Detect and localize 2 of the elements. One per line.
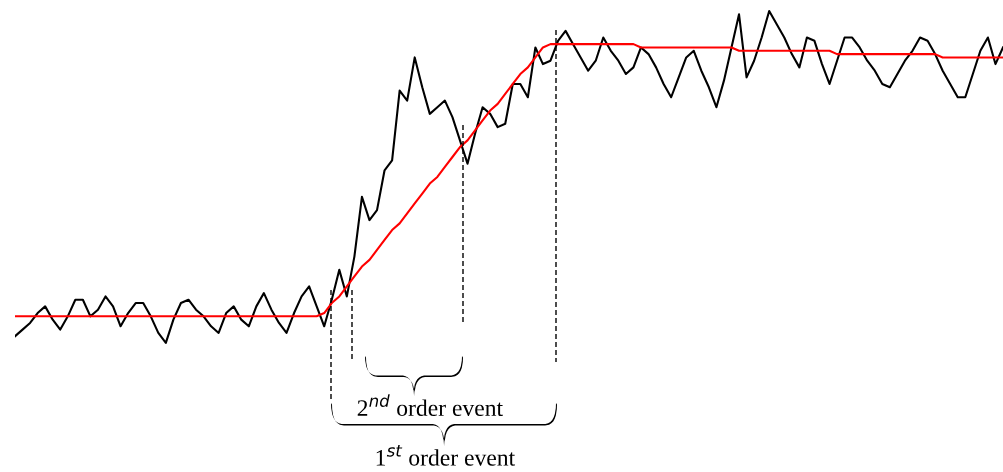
- text: 2$^{nd}$ order event: [357, 394, 503, 417]
- text: 1$^{st}$ order event: [376, 444, 516, 466]
